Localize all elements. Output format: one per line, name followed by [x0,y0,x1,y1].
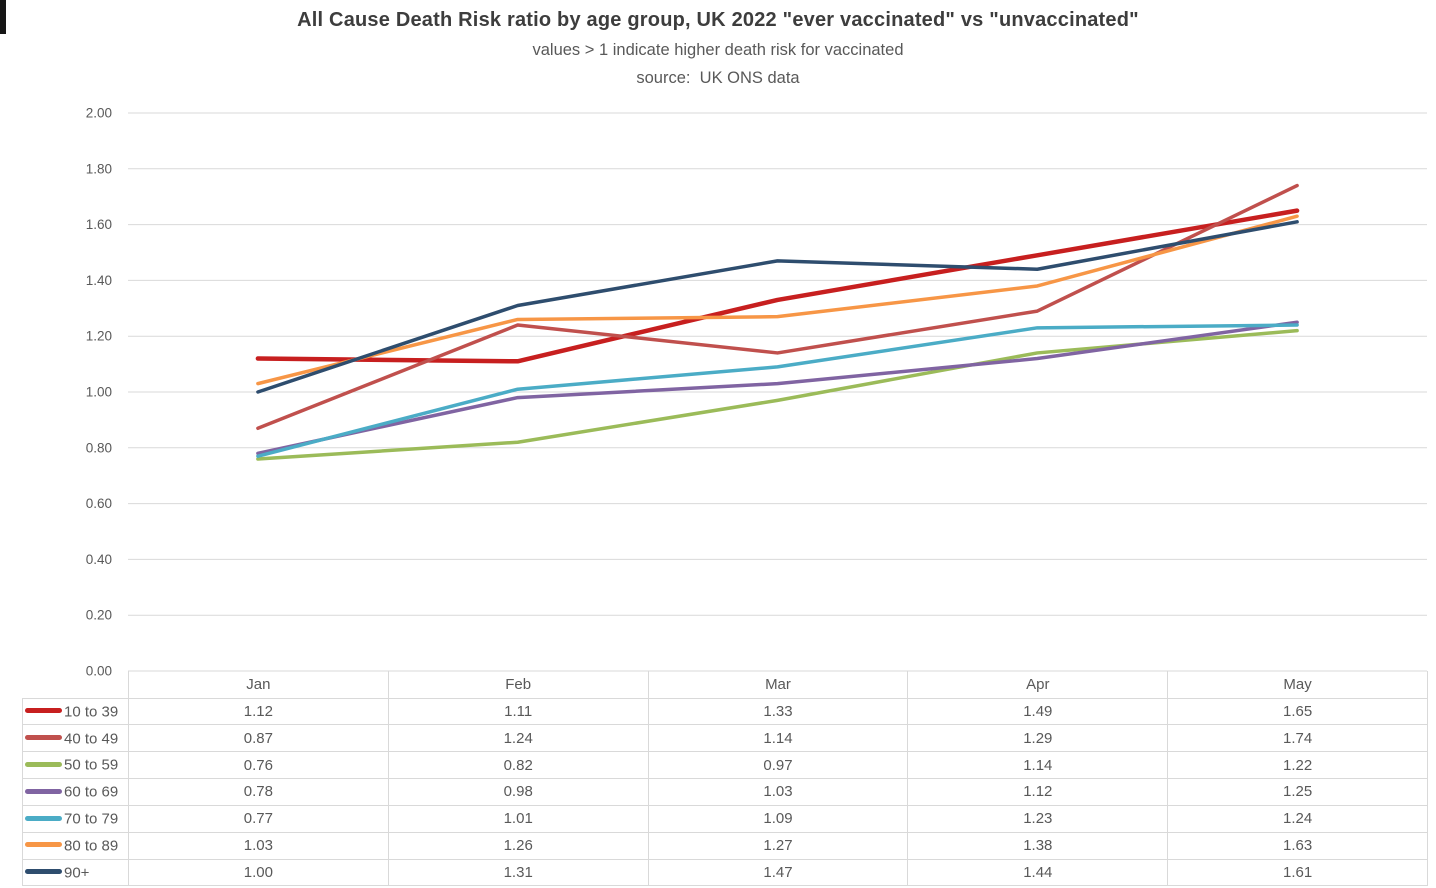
y-axis-tick-label: 1.00 [86,385,112,400]
y-axis-tick-label: 1.40 [86,273,112,288]
series-line-60-to-69 [256,320,1299,456]
table-row-90plus: 90+ 1.00 1.31 1.47 1.44 1.61 [22,859,1428,887]
data-table: Jan Feb Mar Apr May 10 to 39 1.12 1.11 1.33 1.49 1… [22,671,1428,887]
chart-title: All Cause Death Risk ratio by age group,… [297,9,1139,31]
value-cell: 1.01 [388,805,649,833]
month-header-may: May [1167,671,1428,699]
value-cell: 1.61 [1167,859,1428,887]
value-cell: 1.29 [907,724,1169,753]
value-cell: 1.26 [388,832,649,860]
value-cell: 1.03 [128,832,389,860]
chart-subtitle: values > 1 indicate higher death risk fo… [532,41,904,59]
y-axis-tick-label: 1.80 [86,161,112,176]
y-axis-tick-label: 0.80 [86,440,112,455]
value-cell: 0.78 [128,778,389,806]
table-row-50-to-59: 50 to 59 0.76 0.82 0.97 1.14 1.22 [22,751,1428,780]
legend-cell-60-to-69: 60 to 69 [22,778,129,806]
series-name-label: 70 to 79 [64,810,119,828]
table-row-80-to-89: 80 to 89 1.03 1.26 1.27 1.38 1.63 [22,832,1428,860]
data-table-legend: Jan Feb Mar Apr May 10 to 39 1.12 1.11 1.33 1.49 1… [22,671,1428,887]
month-header-feb: Feb [388,671,649,699]
value-cell: 1.22 [1167,751,1428,780]
value-cell: 1.11 [388,698,649,726]
value-cell: 1.38 [907,832,1169,860]
value-cell: 1.12 [128,698,389,726]
series-name-label: 50 to 59 [64,756,119,774]
value-cell: 1.27 [648,832,909,860]
series-line-90plus [256,220,1299,394]
legend-cell-40-to-49: 40 to 49 [22,724,129,753]
series-name-label: 40 to 49 [64,730,119,748]
window-edge-artifact [0,0,6,34]
series-name-label: 60 to 69 [64,783,119,801]
value-cell: 0.97 [648,751,909,780]
value-cell: 1.00 [128,859,389,887]
value-cell: 1.47 [648,859,909,887]
legend-line-swatch [25,761,62,767]
line-chart-plot: 0.000.200.400.600.801.001.201.401.601.80… [86,106,1427,679]
legend-line-swatch [25,735,62,741]
value-cell: 1.14 [648,724,909,753]
value-cell: 1.25 [1167,778,1428,806]
series-name-label: 80 to 89 [64,837,119,855]
legend-cell-80-to-89: 80 to 89 [22,832,129,860]
value-cell: 1.24 [388,724,649,753]
y-axis-tick-label: 1.20 [86,329,112,344]
legend-cell-90plus: 90+ [22,859,129,887]
series-name-label: 90+ [64,864,90,882]
table-row-70-to-79: 70 to 79 0.77 1.01 1.09 1.23 1.24 [22,805,1428,833]
month-header-mar: Mar [648,671,909,699]
table-corner-cell [22,671,129,699]
value-cell: 1.63 [1167,832,1428,860]
value-cell: 1.23 [907,805,1169,833]
value-cell: 1.14 [907,751,1169,780]
series-name-label: 10 to 39 [64,703,119,721]
legend-line-swatch [25,869,62,875]
value-cell: 0.77 [128,805,389,833]
series-line-50-to-59 [256,328,1299,461]
value-cell: 0.98 [388,778,649,806]
value-cell: 0.82 [388,751,649,780]
value-cell: 1.09 [648,805,909,833]
value-cell: 1.65 [1167,698,1428,726]
series-line-40-to-49 [256,183,1299,431]
legend-cell-70-to-79: 70 to 79 [22,805,129,833]
y-axis-tick-label: 0.60 [86,496,112,511]
value-cell: 0.87 [128,724,389,753]
value-cell: 1.44 [907,859,1169,887]
month-header-apr: Apr [907,671,1169,699]
y-axis-tick-label: 0.40 [86,552,112,567]
series-line-70-to-79 [256,323,1299,458]
legend-line-swatch [25,815,62,821]
legend-line-swatch [25,708,62,714]
month-header-jan: Jan [128,671,389,699]
table-row-60-to-69: 60 to 69 0.78 0.98 1.03 1.12 1.25 [22,778,1428,806]
y-axis-tick-label: 0.20 [86,608,112,623]
value-cell: 1.74 [1167,724,1428,753]
table-header-row: Jan Feb Mar Apr May [22,671,1428,699]
value-cell: 1.24 [1167,805,1428,833]
y-axis-tick-label: 1.60 [86,217,112,232]
y-axis-tick-label: 2.00 [86,106,112,121]
value-cell: 1.12 [907,778,1169,806]
table-row-40-to-49: 40 to 49 0.87 1.24 1.14 1.29 1.74 [22,724,1428,753]
legend-cell-10-to-39: 10 to 39 [22,698,129,726]
value-cell: 1.49 [907,698,1169,726]
value-cell: 0.76 [128,751,389,780]
legend-line-swatch [25,842,62,848]
legend-line-swatch [25,788,62,794]
chart-source-note: source: UK ONS data [636,69,800,87]
table-row-10-to-39: 10 to 39 1.12 1.11 1.33 1.49 1.65 [22,698,1428,726]
value-cell: 1.33 [648,698,909,726]
series-line-80-to-89 [256,214,1299,386]
value-cell: 1.31 [388,859,649,887]
legend-cell-50-to-59: 50 to 59 [22,751,129,780]
value-cell: 1.03 [648,778,909,806]
